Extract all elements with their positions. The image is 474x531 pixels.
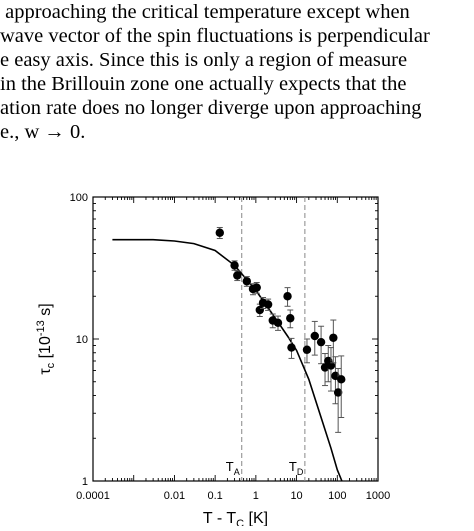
vline-label-a: TA — [226, 459, 240, 477]
y-tick-label: 100 — [70, 192, 88, 204]
paragraph-line-1: approaching the critical temperature exc… — [0, 1, 410, 23]
paragraph-line-4: in the Brillouin zone one actually expec… — [0, 73, 407, 95]
data-point — [286, 314, 295, 323]
y-axis-label: τc [10-13 s] — [35, 303, 57, 374]
paragraph-line-5: ation rate does no longer diverge upon a… — [0, 97, 422, 119]
chart-container: 0.0001 0.01 0.1 1 10 100 1000 1 10 100 TA TD T - TC … — [0, 168, 474, 530]
tau-vs-temperature-chart: 0.0001 0.01 0.1 1 10 100 1000 1 10 100 TA TD T - TC … — [35, 192, 390, 530]
paragraph-line-2: wave vector of the spin fluctuations is … — [0, 25, 430, 47]
data-point — [287, 343, 296, 352]
data-point — [302, 345, 312, 354]
x-axis-label: T - TC [K] — [203, 510, 268, 526]
data-point — [252, 283, 261, 292]
data-point — [230, 261, 239, 270]
data-point — [242, 277, 252, 286]
paragraph-text: approaching the critical temperature exc… — [0, 0, 474, 160]
data-point — [263, 300, 273, 309]
y-tick-label: 10 — [76, 334, 88, 346]
x-tick-label: 0.1 — [207, 490, 222, 502]
x-tick-label: 0.01 — [164, 490, 185, 502]
data-point — [316, 337, 326, 347]
data-point — [310, 331, 319, 341]
theory-curve — [112, 238, 343, 482]
data-point — [326, 361, 336, 370]
x-tick-label: 1000 — [366, 490, 390, 502]
data-point — [233, 271, 242, 280]
x-tick-label: 100 — [328, 490, 346, 502]
data-point — [337, 375, 346, 384]
paragraph-line-3: e easy axis. Since this is only a region… — [0, 49, 408, 71]
x-tick-label: 1 — [253, 490, 259, 502]
data-point — [215, 228, 224, 237]
data-point — [333, 388, 343, 397]
y-tick-label: 1 — [82, 476, 88, 488]
vline-label-d: TD — [289, 459, 304, 477]
data-point — [329, 333, 338, 342]
data-point — [283, 292, 292, 301]
x-tick-label: 10 — [290, 490, 302, 502]
x-tick-label: 0.0001 — [76, 490, 110, 502]
data-point — [255, 305, 265, 315]
data-point — [273, 318, 283, 328]
paragraph-line-6: e., w → 0. — [0, 121, 86, 143]
